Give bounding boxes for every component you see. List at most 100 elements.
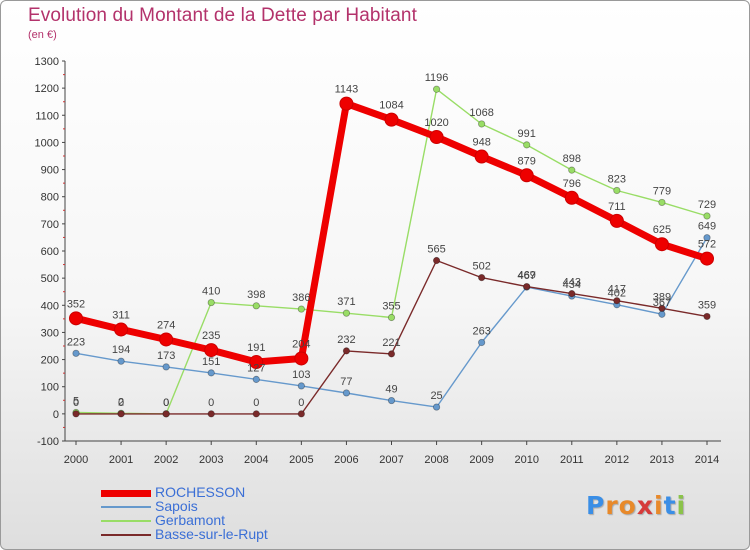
data-point bbox=[294, 351, 309, 366]
data-point bbox=[432, 85, 441, 93]
data-point bbox=[162, 410, 170, 418]
data-point bbox=[207, 298, 215, 307]
data-point bbox=[207, 369, 215, 377]
data-point bbox=[519, 168, 534, 183]
data-label: 649 bbox=[698, 221, 716, 233]
data-point bbox=[703, 234, 711, 242]
logo-letter: P bbox=[586, 491, 606, 520]
x-tick-label: 2002 bbox=[154, 454, 178, 466]
x-tick-label: 2003 bbox=[199, 454, 223, 466]
data-label: 235 bbox=[202, 330, 220, 342]
x-tick-label: 2005 bbox=[289, 454, 313, 466]
data-label: 263 bbox=[472, 325, 490, 337]
data-label: 151 bbox=[202, 356, 220, 368]
data-point bbox=[568, 166, 576, 174]
data-label: 417 bbox=[608, 284, 626, 296]
data-point bbox=[342, 309, 351, 317]
x-tick-label: 2012 bbox=[605, 454, 629, 466]
chart-title: Evolution du Montant de la Dette par Hab… bbox=[28, 5, 417, 26]
legend-swatch bbox=[101, 534, 151, 536]
data-label: 173 bbox=[157, 350, 175, 362]
y-tick-label: 1100 bbox=[35, 110, 59, 122]
data-point bbox=[478, 338, 486, 347]
y-tick-label: 1200 bbox=[35, 83, 59, 95]
data-label: 1084 bbox=[379, 100, 403, 112]
logo-letter: i bbox=[654, 491, 664, 520]
x-tick-label: 2007 bbox=[379, 454, 403, 466]
data-point bbox=[387, 350, 396, 358]
x-tick-label: 2013 bbox=[650, 454, 674, 466]
data-label: 367 bbox=[653, 297, 671, 309]
legend-label: Sapois bbox=[155, 498, 198, 514]
data-point bbox=[339, 96, 354, 111]
data-label: 221 bbox=[382, 337, 400, 349]
data-point bbox=[249, 355, 264, 370]
x-tick-label: 2009 bbox=[469, 454, 493, 466]
data-point bbox=[162, 363, 170, 371]
data-label: 127 bbox=[247, 362, 265, 374]
data-label: 359 bbox=[698, 299, 716, 311]
data-point bbox=[204, 343, 219, 358]
data-point bbox=[297, 382, 305, 390]
data-point bbox=[252, 302, 260, 310]
data-label: 991 bbox=[518, 128, 536, 140]
data-point bbox=[613, 297, 621, 305]
y-tick-label: 300 bbox=[41, 327, 59, 339]
logo-letter: t bbox=[663, 491, 677, 520]
data-label: 386 bbox=[292, 292, 310, 304]
x-tick-label: 2006 bbox=[334, 454, 358, 466]
y-tick-label: 800 bbox=[41, 192, 59, 204]
logo-letter: i bbox=[676, 491, 687, 520]
logo-letter: o bbox=[618, 491, 637, 520]
y-tick-label: 900 bbox=[41, 165, 59, 177]
y-tick-label: 200 bbox=[41, 355, 59, 367]
legend-label: Basse-sur-le-Rupt bbox=[155, 526, 268, 542]
data-point bbox=[387, 313, 396, 322]
legend-label: ROCHESSON bbox=[155, 484, 246, 500]
data-label: 352 bbox=[67, 298, 85, 310]
data-label: 823 bbox=[608, 173, 626, 185]
data-label: 204 bbox=[292, 338, 310, 350]
data-point bbox=[117, 410, 125, 418]
data-point bbox=[658, 304, 666, 312]
y-tick-label: 0 bbox=[53, 409, 59, 421]
data-point bbox=[342, 389, 351, 397]
y-tick-label: 400 bbox=[41, 300, 59, 312]
data-point bbox=[159, 332, 174, 347]
data-label: 443 bbox=[563, 277, 581, 289]
data-point bbox=[703, 212, 711, 220]
data-point bbox=[297, 305, 305, 313]
data-point bbox=[609, 213, 624, 228]
data-label: 49 bbox=[385, 384, 397, 396]
data-label: 572 bbox=[698, 239, 716, 251]
data-label: 103 bbox=[292, 369, 310, 381]
data-label: 2 bbox=[118, 396, 124, 408]
y-tick-label: 700 bbox=[41, 219, 59, 231]
data-label: 879 bbox=[518, 155, 536, 167]
data-point bbox=[474, 149, 489, 164]
data-label: 0 bbox=[163, 397, 169, 409]
proxiti-logo: Proxiti bbox=[586, 491, 686, 520]
data-label: 898 bbox=[563, 153, 581, 165]
data-point bbox=[69, 311, 83, 326]
logo-letter: x bbox=[636, 491, 654, 520]
data-label: 1143 bbox=[335, 84, 359, 96]
data-label: 5 bbox=[73, 396, 79, 408]
data-label: 0 bbox=[253, 397, 259, 409]
data-point bbox=[72, 349, 80, 357]
data-point bbox=[703, 312, 711, 321]
x-tick-label: 2004 bbox=[244, 454, 268, 466]
data-label: 0 bbox=[73, 397, 79, 409]
data-label: 191 bbox=[247, 342, 265, 354]
data-label: 796 bbox=[563, 178, 581, 190]
data-label: 0 bbox=[298, 397, 304, 409]
y-tick-label: 600 bbox=[41, 246, 59, 258]
data-label: 0 bbox=[163, 397, 169, 409]
data-label: 625 bbox=[653, 224, 671, 236]
data-label: 25 bbox=[430, 390, 442, 402]
data-point bbox=[429, 130, 444, 144]
data-point bbox=[658, 310, 666, 318]
data-point bbox=[252, 375, 260, 383]
